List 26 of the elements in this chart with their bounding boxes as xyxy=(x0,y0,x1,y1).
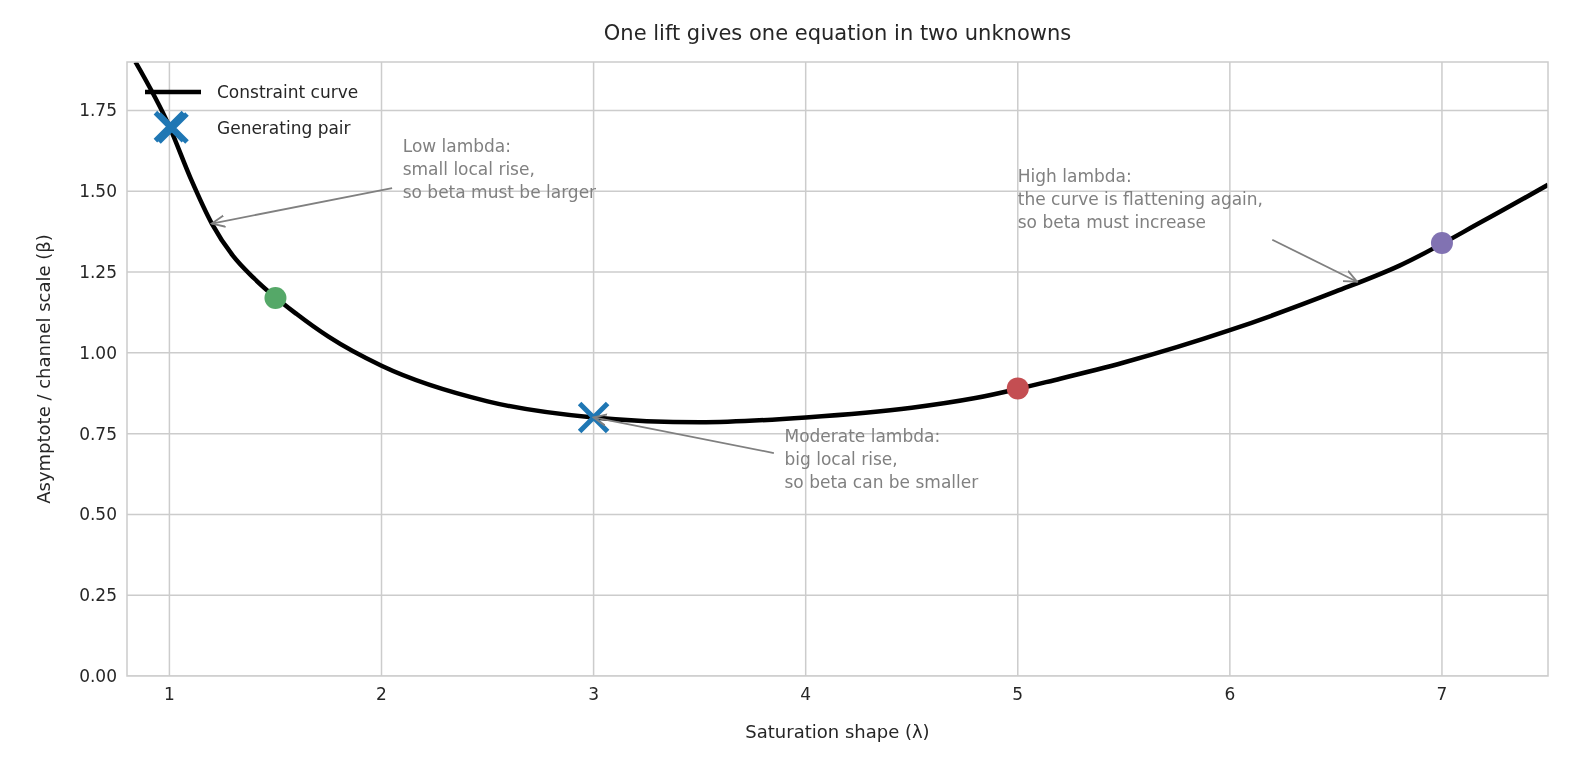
y-axis-title: Asymptote / channel scale (β) xyxy=(33,234,54,504)
point xyxy=(264,286,287,309)
x-tick-label: 6 xyxy=(1224,684,1236,704)
point xyxy=(1006,377,1029,400)
x-tick-label: 5 xyxy=(1012,684,1024,704)
x-tick-label: 4 xyxy=(800,684,812,704)
y-tick-label: 1.25 xyxy=(79,262,117,283)
legend-label: Generating pair xyxy=(217,118,351,138)
y-tick-label: 1.00 xyxy=(79,342,117,363)
x-tick-label: 2 xyxy=(376,684,387,704)
y-tick-label: 0.00 xyxy=(79,666,117,686)
x-axis-title: Saturation shape (λ) xyxy=(745,721,930,742)
legend-label: Constraint curve xyxy=(217,82,359,102)
y-tick-label: 0.25 xyxy=(79,585,117,606)
y-tick-label: 0.75 xyxy=(79,423,117,444)
chart-title: One lift gives one equation in two unknowns xyxy=(603,21,1072,45)
y-tick-label: 1.75 xyxy=(79,100,117,121)
x-tick-label: 7 xyxy=(1436,684,1448,704)
y-tick-label: 1.50 xyxy=(79,181,117,202)
annotation: Moderate lambda: big local rise, so beta can be smaller xyxy=(784,425,979,492)
x-tick-label: 3 xyxy=(588,684,600,704)
y-tick-label: 0.50 xyxy=(79,504,117,525)
annotation: Low lambda: small local rise, so beta must be larger xyxy=(402,136,597,203)
annotation: High lambda: the curve is flattening again, so beta must increase xyxy=(1017,165,1264,232)
x-tick-label: 1 xyxy=(164,684,175,704)
point xyxy=(1430,231,1453,254)
